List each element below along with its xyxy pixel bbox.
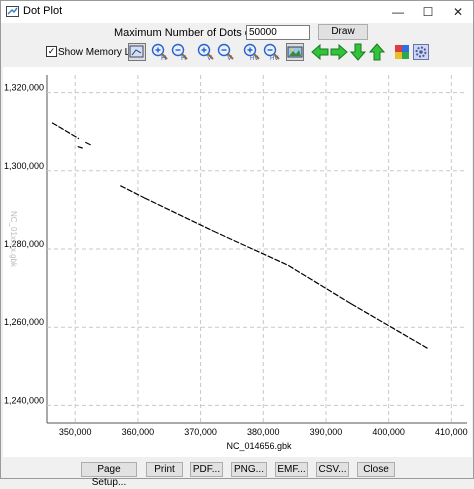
color-grid-icon (395, 45, 409, 59)
plot-area[interactable]: 1,320,000 1,300,000 1,280,000 1,260,000 1,24… (3, 67, 472, 457)
app-icon (6, 6, 19, 17)
svg-text:H: H (181, 55, 186, 61)
x-tick-label: 400,000 (372, 427, 405, 437)
zoom-out-h-button[interactable]: H (171, 43, 189, 61)
zoom-out-v-button[interactable]: V (217, 43, 235, 61)
draw-button[interactable]: Draw (318, 24, 368, 40)
png-button[interactable]: PNG... (231, 462, 267, 477)
arrow-left-icon (311, 43, 329, 61)
zoom-in-horizontal-icon: H (151, 43, 168, 61)
x-axis-label: NC_014656.gbk (226, 441, 292, 451)
dot-plot-chart: 1,320,000 1,300,000 1,280,000 1,260,000 1,24… (4, 75, 468, 451)
fit-view-button[interactable] (128, 43, 146, 61)
print-button[interactable]: Print (146, 462, 183, 477)
x-tick-label: 370,000 (184, 427, 217, 437)
y-tick-label: 1,300,000 (4, 161, 44, 171)
svg-text:V: V (227, 55, 232, 61)
minimize-icon: — (392, 5, 404, 19)
x-tick-label: 350,000 (59, 427, 92, 437)
x-tick-label: 390,000 (310, 427, 343, 437)
arrow-right-icon (330, 43, 348, 61)
settings-button[interactable] (412, 43, 430, 61)
color-grid-button[interactable] (393, 43, 411, 61)
dot-segment (212, 230, 289, 266)
toolbar-row: ✓ Show Memory Line. H H V V HV HV (1, 42, 473, 64)
close-window-button[interactable]: ✕ (443, 1, 473, 23)
close-button[interactable]: Close (357, 462, 395, 477)
dot-segment (77, 145, 83, 149)
y-axis-label: NC_01xxxx.gbk (9, 211, 18, 268)
dot-segment (350, 303, 428, 349)
move-left-button[interactable] (311, 43, 329, 61)
zoom-in-both-button[interactable]: HV (243, 43, 261, 61)
window-title: Dot Plot (23, 5, 63, 17)
page-setup-button[interactable]: Page Setup... (81, 462, 137, 488)
svg-text:H: H (161, 55, 166, 61)
move-right-button[interactable] (330, 43, 348, 61)
x-tick-label: 410,000 (435, 427, 468, 437)
move-up-button[interactable] (368, 43, 386, 61)
dot-segment (84, 141, 92, 146)
svg-text:V: V (207, 55, 212, 61)
dot-segment (143, 197, 214, 232)
x-tick-label: 360,000 (122, 427, 155, 437)
show-memory-label: Show Memory Line. (58, 47, 147, 58)
x-tick-label: 380,000 (247, 427, 280, 437)
dot-segment (51, 122, 80, 140)
svg-text:HV: HV (250, 56, 258, 61)
dot-segment (288, 264, 352, 305)
show-memory-checkbox[interactable]: ✓ (46, 46, 57, 57)
image-icon (287, 46, 303, 58)
zoom-in-v-button[interactable]: V (197, 43, 215, 61)
zoom-in-h-button[interactable]: H (151, 43, 169, 61)
maximize-icon: ☐ (422, 5, 434, 19)
maximize-button[interactable]: ☐ (413, 1, 443, 23)
fit-view-icon (129, 45, 144, 58)
zoom-out-horizontal-icon: H (171, 43, 188, 61)
dot-segment (120, 185, 145, 199)
minimize-button[interactable]: — (383, 1, 413, 23)
arrow-down-icon (349, 43, 367, 61)
y-tick-label: 1,280,000 (4, 239, 44, 249)
zoom-out-both-button[interactable]: HV (263, 43, 281, 61)
move-down-button[interactable] (349, 43, 367, 61)
emf-button[interactable]: EMF... (275, 462, 308, 477)
svg-text:HV: HV (270, 56, 278, 61)
y-tick-label: 1,320,000 (4, 83, 44, 93)
close-icon: ✕ (452, 5, 464, 19)
zoom-in-vertical-icon: V (197, 43, 214, 61)
zoom-out-both-icon: HV (263, 43, 280, 61)
arrow-up-icon (368, 43, 386, 61)
max-dots-row: Maximum Number of Dots on the Plot: 5000… (1, 24, 473, 41)
zoom-in-both-icon: HV (243, 43, 260, 61)
zoom-out-vertical-icon: V (217, 43, 234, 61)
image-button[interactable] (286, 43, 304, 61)
pdf-button[interactable]: PDF... (190, 462, 223, 477)
max-dots-input[interactable]: 50000 (246, 25, 310, 40)
y-tick-label: 1,260,000 (4, 317, 44, 327)
settings-gear-icon (413, 44, 429, 60)
csv-button[interactable]: CSV... (316, 462, 349, 477)
y-tick-label: 1,240,000 (4, 395, 44, 405)
title-bar[interactable]: Dot Plot — ☐ ✕ (1, 1, 473, 23)
bottom-button-bar: Page Setup... Print PDF... PNG... EMF...… (1, 461, 473, 488)
